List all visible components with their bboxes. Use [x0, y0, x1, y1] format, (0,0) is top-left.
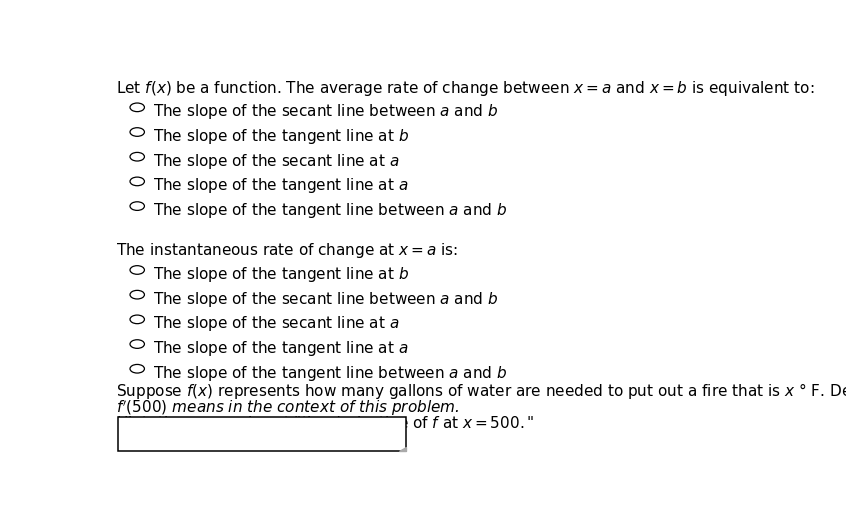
Text: $f'(500)$ means in the context of this problem.: $f'(500)$ means in the context of this p… [116, 398, 459, 418]
Text: The slope of the tangent line at $a$: The slope of the tangent line at $a$ [153, 176, 409, 195]
Text: The slope of the tangent line between $a$ and $b$: The slope of the tangent line between $a… [153, 363, 508, 383]
Text: Suppose $f(x)$ represents how many gallons of water are needed to put out a fire: Suppose $f(x)$ represents how many gallo… [116, 381, 846, 401]
Text: The slope of the secant line at $a$: The slope of the secant line at $a$ [153, 314, 399, 333]
Text: The slope of the tangent line at $b$: The slope of the tangent line at $b$ [153, 265, 409, 284]
Bar [118, 416, 406, 451]
Text: The instantaneous rate of change at $x = a$ is:: The instantaneous rate of change at $x =… [116, 241, 458, 261]
Text: The slope of the tangent line at $b$: The slope of the tangent line at $b$ [153, 127, 409, 146]
Text: Hint: the answer is not "the derivative of $f$ at $x = 500.$": Hint: the answer is not "the derivative … [116, 415, 534, 431]
Text: The slope of the secant line at $a$: The slope of the secant line at $a$ [153, 152, 399, 171]
Polygon shape [399, 447, 406, 451]
Text: The slope of the secant line between $a$ and $b$: The slope of the secant line between $a$… [153, 290, 498, 308]
Text: The slope of the secant line between $a$ and $b$: The slope of the secant line between $a$… [153, 102, 498, 121]
Text: The slope of the tangent line between $a$ and $b$: The slope of the tangent line between $a… [153, 201, 508, 220]
Text: Let $f(x)$ be a function. The average rate of change between $x = a$ and $x = b$: Let $f(x)$ be a function. The average ra… [116, 79, 814, 98]
Text: The slope of the tangent line at $a$: The slope of the tangent line at $a$ [153, 339, 409, 358]
